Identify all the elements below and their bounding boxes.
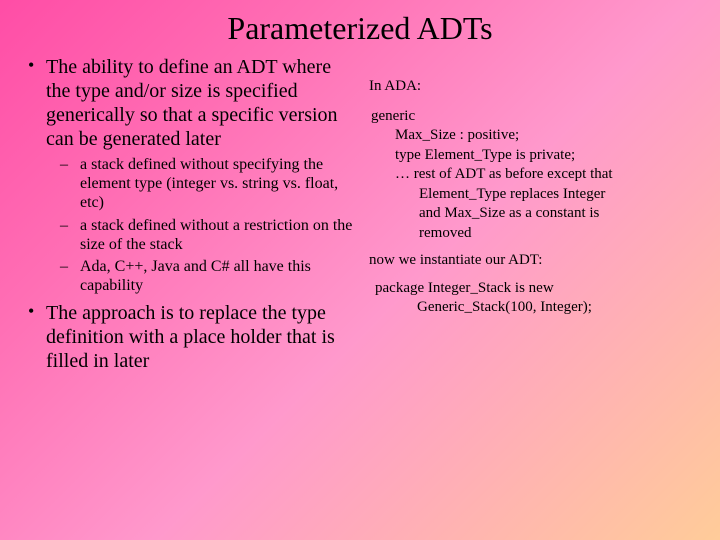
sub-languages: Ada, C++, Java and C# all have this capa… [76, 257, 355, 295]
sub-size-restriction: a stack defined without a restriction on… [76, 216, 355, 254]
code-line: Element_Type replaces Integer [371, 185, 702, 205]
sub-element-type: a stack defined without specifying the e… [76, 155, 355, 213]
code-line: generic [371, 107, 702, 127]
instantiate-label: now we instantiate our ADT: [369, 251, 702, 271]
bullet-text: The ability to define an ADT where the t… [46, 56, 338, 150]
package-line: Generic_Stack(100, Integer); [369, 298, 702, 318]
slide-title: Parameterized ADTs [0, 0, 720, 55]
bullet-define-adt: The ability to define an ADT where the t… [42, 55, 355, 295]
main-list: The ability to define an ADT where the t… [28, 55, 355, 373]
sub-list: a stack defined without specifying the e… [46, 155, 355, 295]
code-line: removed [371, 224, 702, 244]
right-column: In ADA: generic Max_Size : positive; typ… [365, 55, 702, 379]
code-line: Max_Size : positive; [371, 126, 702, 146]
left-column: The ability to define an ADT where the t… [28, 55, 365, 379]
code-line: … rest of ADT as before except that [371, 165, 702, 185]
ada-header: In ADA: [369, 77, 702, 97]
code-line: and Max_Size as a constant is [371, 204, 702, 224]
code-line: type Element_Type is private; [371, 146, 702, 166]
slide-content: The ability to define an ADT where the t… [0, 55, 720, 379]
package-line: package Integer_Stack is new [369, 279, 702, 299]
bullet-approach: The approach is to replace the type defi… [42, 301, 355, 373]
ada-code: generic Max_Size : positive; type Elemen… [369, 107, 702, 244]
